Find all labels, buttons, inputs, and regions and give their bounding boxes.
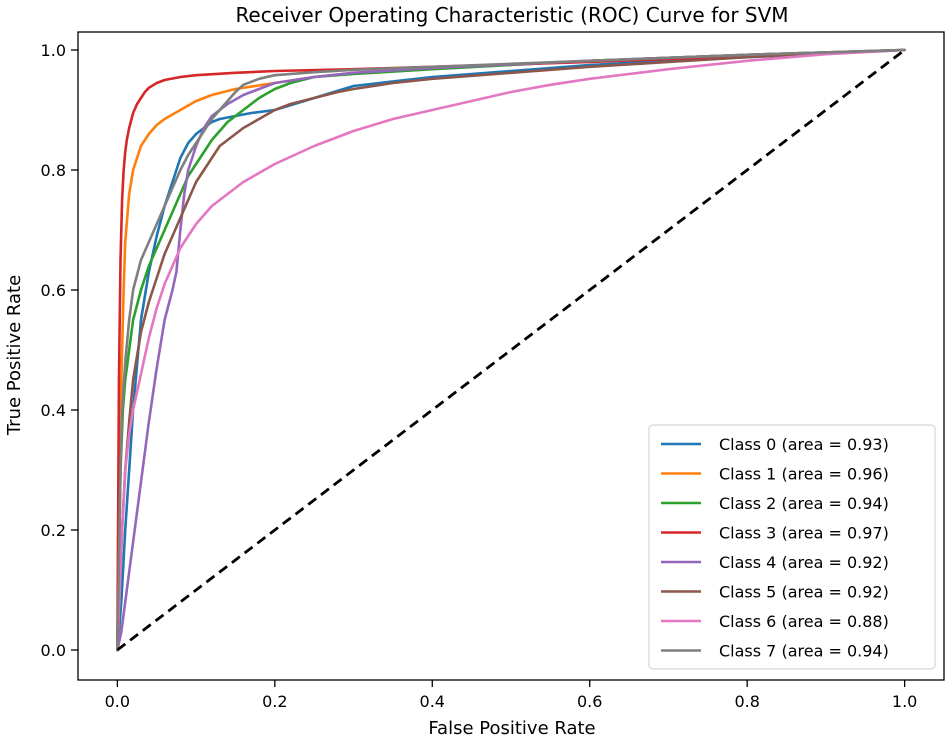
axes-layer: 0.0 0.2 0.4 0.6 0.8 1.0 0.0 0.2 0.4 0.6 0.8 1.0 [41, 31, 945, 711]
legend-label-class-6: Class 6 (area = 0.88) [719, 612, 889, 631]
y-tick-label: 0.0 [41, 641, 66, 660]
y-axis-label: True Positive Rate [4, 275, 25, 436]
legend: Class 0 (area = 0.93) Class 1 (area = 0.9… [648, 424, 936, 670]
legend-label-class-4: Class 4 (area = 0.92) [719, 553, 889, 572]
roc-line-class-6 [116, 48, 906, 652]
legend-label-class-0: Class 0 (area = 0.93) [719, 435, 889, 454]
chance-diagonal-line [116, 48, 906, 652]
roc-line-class-5 [116, 48, 906, 652]
y-tick-label: 1.0 [41, 41, 66, 60]
legend-label-class-5: Class 5 (area = 0.92) [719, 583, 889, 602]
y-tick-label: 0.6 [41, 281, 66, 300]
roc-line-class-7 [116, 48, 906, 652]
legend-box [648, 424, 936, 670]
legend-label-class-1: Class 1 (area = 0.96) [719, 465, 889, 484]
plot-frame [77, 31, 945, 681]
x-tick-label: 0.4 [420, 692, 445, 711]
chart-title: Receiver Operating Characteristic (ROC) … [235, 3, 788, 27]
x-axis-label: False Positive Rate [428, 718, 595, 739]
legend-label-class-3: Class 3 (area = 0.97) [719, 524, 889, 543]
x-tick-label: 0.2 [262, 692, 287, 711]
x-tick-label: 0.0 [105, 692, 130, 711]
x-tick-label: 1.0 [892, 692, 917, 711]
legend-label-class-2: Class 2 (area = 0.94) [719, 494, 889, 513]
x-tick-label: 0.8 [734, 692, 759, 711]
y-tick-label: 0.4 [41, 401, 66, 420]
x-tick-label: 0.6 [577, 692, 602, 711]
legend-label-class-7: Class 7 (area = 0.94) [719, 642, 889, 661]
y-tick-label: 0.2 [41, 521, 66, 540]
series-layer [116, 48, 906, 652]
y-tick-label: 0.8 [41, 161, 66, 180]
